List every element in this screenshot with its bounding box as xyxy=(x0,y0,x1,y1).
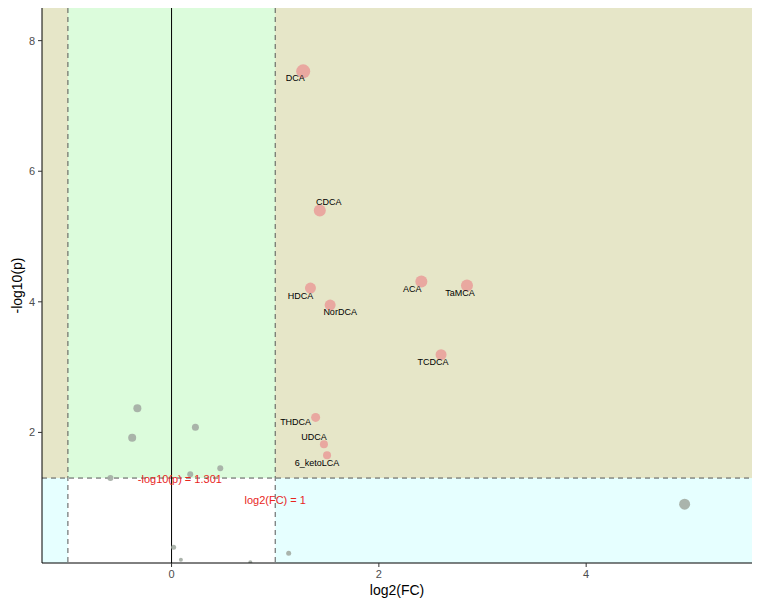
point-labels: DCA CDCA ACA TaMCA HDCA NorDCA TCDCA THDCA UDCA 6… xyxy=(280,73,475,468)
thresholds xyxy=(42,8,752,563)
x-tick-label: 0 xyxy=(168,568,174,580)
annotation: -log10(p) = 1.301 xyxy=(138,473,222,485)
point-label: DCA xyxy=(286,73,305,83)
point xyxy=(311,413,320,422)
chart: DCA CDCA ACA TaMCA HDCA NorDCA TCDCA THDCA UDCA 6… xyxy=(0,0,759,600)
point xyxy=(128,434,136,442)
point xyxy=(133,404,141,412)
point xyxy=(217,465,223,471)
point xyxy=(171,545,176,550)
point-label: 6_ketoLCA xyxy=(295,458,340,468)
point-label: CDCA xyxy=(316,197,342,207)
point xyxy=(192,424,199,431)
y-axis-line xyxy=(42,8,43,563)
y-tick-label: 2 xyxy=(29,426,35,438)
x-tick-label: 4 xyxy=(583,568,589,580)
point xyxy=(679,499,690,510)
y-tick-label: 4 xyxy=(29,296,35,308)
point-label: TCDCA xyxy=(418,357,449,367)
points xyxy=(107,64,690,563)
threshold-line xyxy=(67,8,68,563)
point-label: HDCA xyxy=(288,291,314,301)
x-tick xyxy=(378,563,379,567)
point xyxy=(179,558,183,562)
point-label: NorDCA xyxy=(323,307,357,317)
point-label: ACA xyxy=(403,284,422,294)
x-tick xyxy=(586,563,587,567)
x-tick xyxy=(171,563,172,567)
region-low xyxy=(42,8,752,563)
y-tick-label: 6 xyxy=(29,165,35,177)
point-label: UDCA xyxy=(301,432,327,442)
y-tick-label: 8 xyxy=(29,35,35,47)
point xyxy=(286,551,291,556)
annotations: -log10(p) = 1.301 log2(FC) = 1 xyxy=(138,473,306,505)
axes: 0 2 4 2 4 6 8 log2(FC) -log10(p) xyxy=(9,8,752,598)
y-tick xyxy=(38,40,42,41)
point xyxy=(107,475,113,481)
x-axis-title: log2(FC) xyxy=(370,582,424,598)
x-axis-line xyxy=(42,563,752,564)
region-significant xyxy=(42,8,752,478)
y-tick xyxy=(38,301,42,302)
y-tick xyxy=(38,171,42,172)
threshold-line xyxy=(275,8,276,563)
annotation: log2(FC) = 1 xyxy=(244,494,305,506)
point-label: THDCA xyxy=(280,417,311,427)
y-axis-title: -log10(p) xyxy=(9,257,25,313)
x-tick-label: 2 xyxy=(376,568,382,580)
background-regions xyxy=(42,8,752,563)
y-tick xyxy=(38,432,42,433)
point-label: TaMCA xyxy=(445,288,475,298)
